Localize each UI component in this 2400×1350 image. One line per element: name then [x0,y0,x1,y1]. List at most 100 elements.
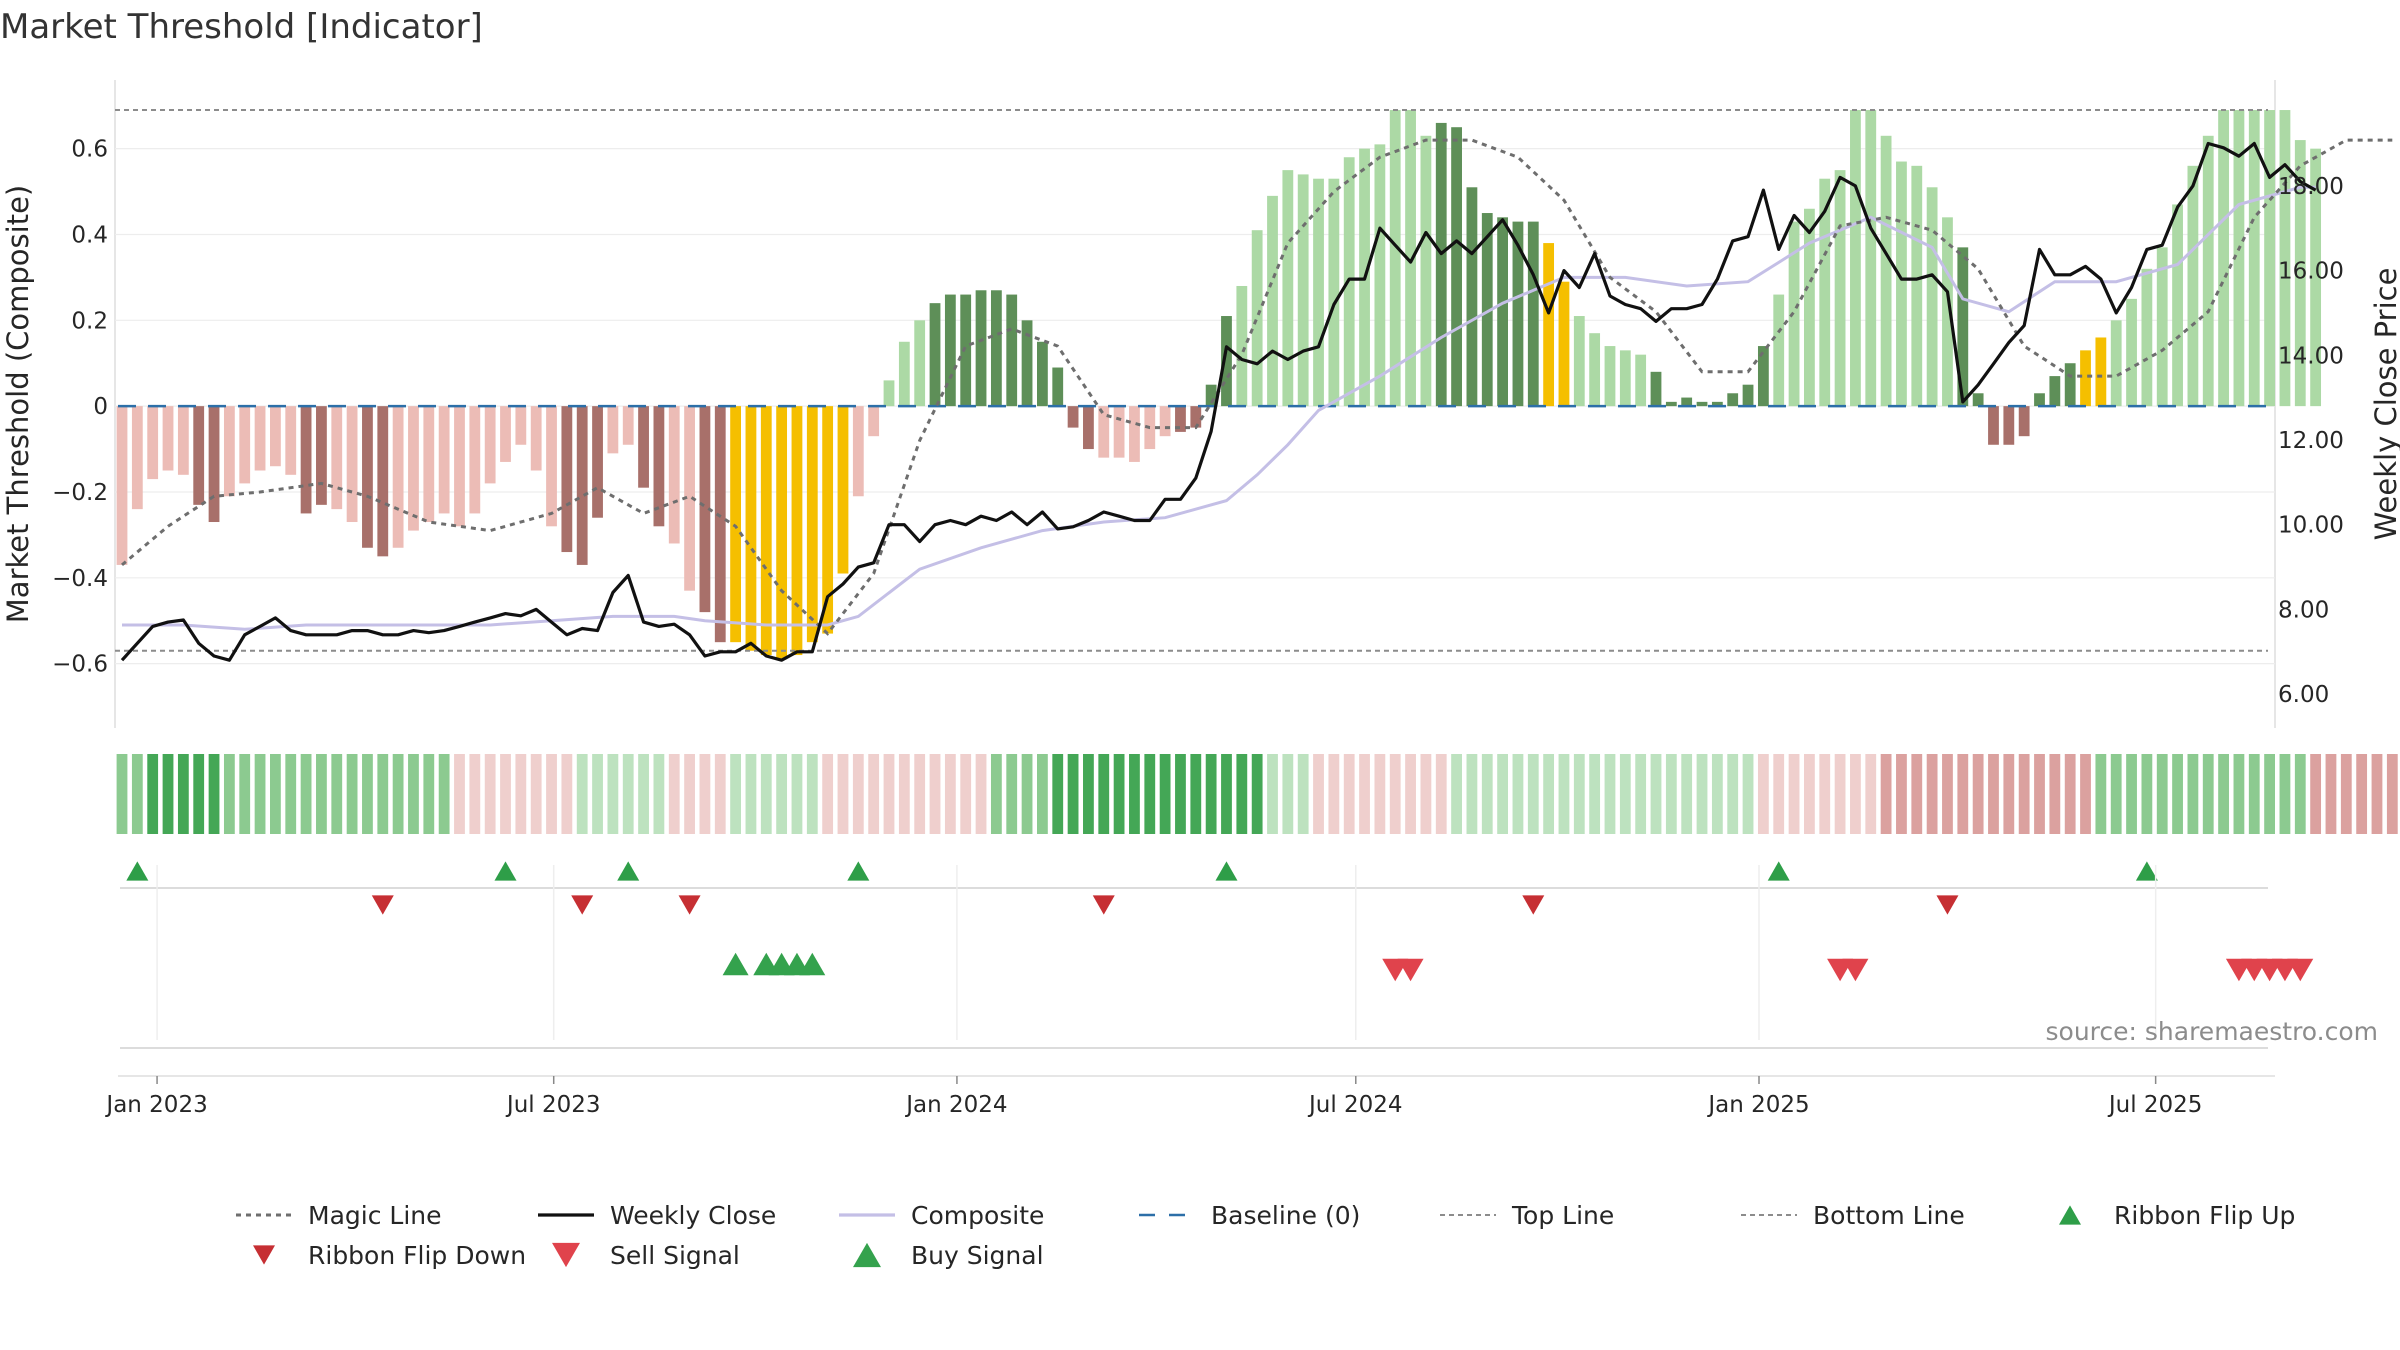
composite-bar [1389,110,1401,407]
ribbon-cell [1926,754,1938,834]
composite-bar [1037,341,1048,407]
magic-line [121,138,2393,636]
ribbon-cell [1512,754,1524,834]
composite-bar [1006,294,1018,407]
ribbon-cell [1711,754,1723,834]
legend-label: Sell Signal [610,1241,740,1270]
ribbon-cell [730,754,741,834]
ribbon-cell [254,754,266,834]
ribbon-cell [653,754,665,834]
ribbon-cell [622,754,634,834]
ribbon-cell [576,754,588,834]
ribbon-cell [1052,754,1064,834]
legend-label: Ribbon Flip Up [2114,1201,2295,1230]
composite-bar [638,406,649,488]
ribbon-cell [1021,754,1033,834]
composite-bar [331,406,343,510]
composite-bar [1451,127,1462,407]
ribbon-cell [2080,754,2091,834]
composite-bar [1880,135,1892,407]
ribbon-cell [300,754,312,834]
ribbon-cell [2310,754,2322,834]
composite-bar [2202,135,2214,407]
right-tick-label: 6.00 [2278,682,2329,708]
ribbon-cell [561,754,573,834]
composite-bar [1282,170,1294,407]
ribbon-cell [1896,754,1907,834]
composite-bar [530,406,542,471]
legend-swatch [253,1245,275,1265]
composite-bar [898,341,910,407]
composite-bar [806,406,818,643]
composite-line [122,185,2316,631]
composite-bar [239,406,251,484]
composite-bar [162,406,174,471]
ribbon-cell [1190,754,1202,834]
ribbon-cell [2003,754,2015,834]
ribbon-cell [147,754,159,834]
composite-bar [1727,393,1739,407]
right-tick-label: 18.00 [2278,174,2344,200]
ribbon-cell [592,754,603,834]
ribbon-cell [1129,754,1140,834]
composite-bar [2233,110,2245,407]
ribbon-cell [423,754,435,834]
ribbon-cell [1251,754,1263,834]
right-tick-label: 8.00 [2278,597,2329,623]
composite-bar [2095,337,2107,407]
composite-bar [515,406,527,445]
x-tick-label: Jan 2024 [904,1092,1007,1118]
legend-swatch [853,1242,881,1268]
ribbon-cell [975,754,987,834]
ribbon-cell [484,754,496,834]
ribbon-cell [1865,754,1877,834]
composite-bar [1865,110,1877,407]
ribbon-cell [1573,754,1585,834]
composite-bar [1313,178,1324,407]
composite-bar [914,320,926,407]
legend-label: Baseline (0) [1211,1201,1360,1230]
composite-bar [2264,110,2275,407]
ribbon-cell [270,754,281,834]
right-tick-label: 16.00 [2278,259,2344,285]
composite-bar [1205,384,1217,407]
composite-bar [1742,384,1754,407]
composite-bar [1328,178,1340,407]
composite-bar [1267,195,1278,407]
ribbon-cell [116,754,128,834]
composite-bar [1650,371,1662,407]
composite-bar [668,406,680,544]
composite-bar [607,406,619,454]
composite-bar [960,294,972,407]
ribbon-cell [1942,754,1953,834]
ribbon-cell [1037,754,1048,834]
ribbon-flip-up-marker [1215,861,1238,881]
ribbon-cell [2187,754,2199,834]
ribbon-cell [223,754,235,834]
right-tick-label: 14.00 [2278,343,2344,369]
ribbon-cell [1619,754,1631,834]
sell-signal-marker [1842,958,1869,982]
ribbon-cell [2371,754,2383,834]
ribbon-cell [684,754,695,834]
composite-bar [1481,213,1493,407]
ribbon-cell [1788,754,1800,834]
ribbon-cell [1006,754,1018,834]
composite-bar [392,406,404,548]
composite-bar [1926,187,1938,407]
composite-bar [1466,187,1478,407]
composite-bar [1251,230,1263,407]
composite-bar [592,406,603,518]
composite-bar [177,406,189,475]
legend-label: Buy Signal [911,1241,1044,1270]
composite-bar [791,406,803,656]
chart-title: Market Threshold [Indicator] [0,7,483,47]
right-tick-label: 12.00 [2278,428,2344,454]
left-axis-ticks: 0.6 0.4 0.2 0 −0.2 −0.4 −0.6 [52,137,108,678]
composite-bar [500,406,511,462]
ribbon-cell [822,754,834,834]
composite-bar [469,406,481,514]
ribbon-cell [699,754,711,834]
ribbon-cell [1297,754,1309,834]
ribbon-flip-down-marker [678,895,701,915]
